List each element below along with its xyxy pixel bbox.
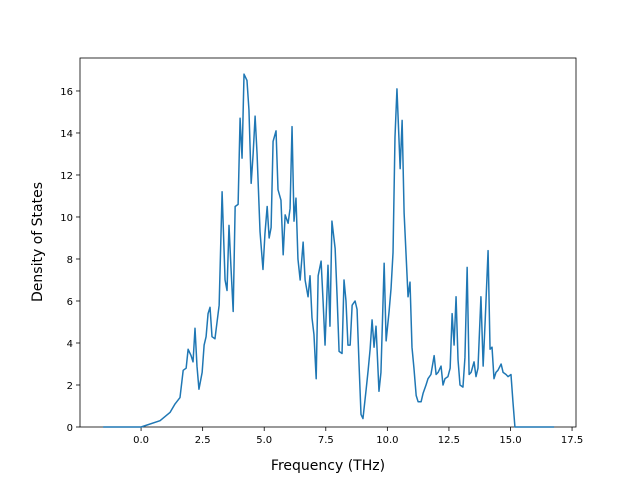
y-axis-label: Density of States [30, 182, 46, 302]
x-tick-label: 2.5 [195, 435, 211, 446]
y-tick-label: 14 [60, 129, 73, 140]
y-tick-label: 6 [67, 297, 73, 308]
y-tick-label: 12 [60, 171, 73, 182]
y-tick-label: 8 [67, 255, 73, 266]
y-tick-label: 2 [67, 381, 73, 392]
x-tick-label: 15.0 [499, 435, 521, 446]
y-tick-label: 0 [67, 423, 73, 434]
plot-frame [79, 57, 577, 428]
x-tick-label: 12.5 [438, 435, 460, 446]
y-tick-label: 4 [67, 339, 73, 350]
y-tick-label: 10 [60, 213, 73, 224]
x-axis-label: Frequency (THz) [271, 458, 385, 474]
x-tick-label: 17.5 [561, 435, 583, 446]
x-tick-label: 10.0 [376, 435, 398, 446]
x-tick-label: 5.0 [256, 435, 272, 446]
x-tick-label: 7.5 [318, 435, 334, 446]
x-tick-label: 0.0 [133, 435, 149, 446]
y-tick-label: 16 [60, 87, 73, 98]
data-line [103, 73, 555, 428]
